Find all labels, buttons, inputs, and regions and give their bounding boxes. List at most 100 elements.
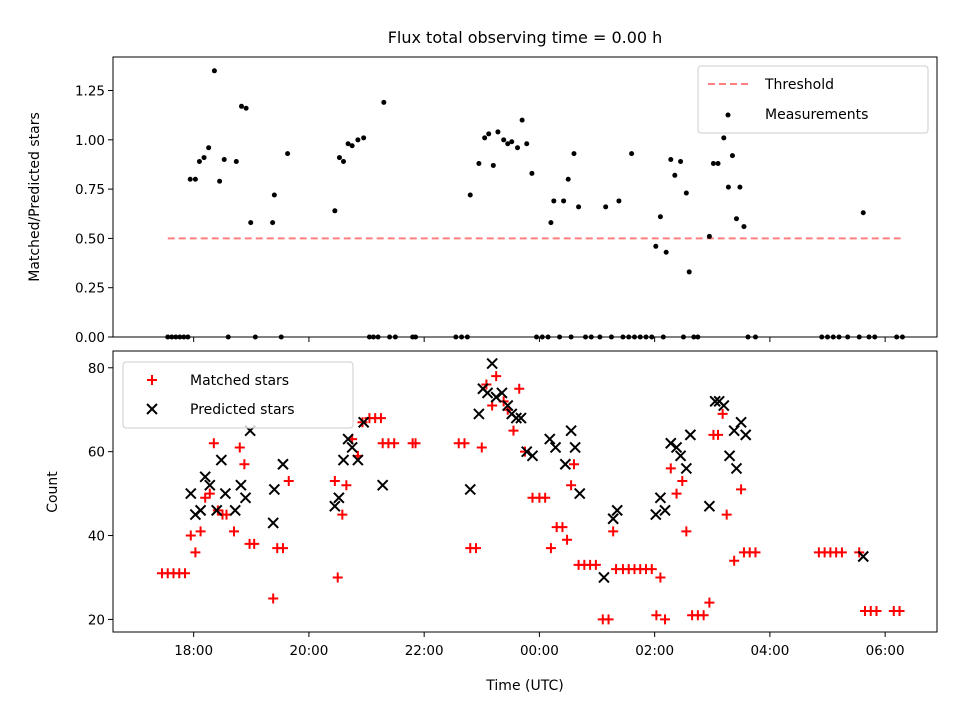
x-tick-label: 02:00 bbox=[635, 643, 674, 659]
measurement-point bbox=[653, 243, 659, 249]
predicted-star-point bbox=[194, 504, 207, 517]
matched-star-point bbox=[681, 526, 692, 537]
measurement-point bbox=[211, 68, 217, 74]
measurement-point bbox=[271, 192, 277, 198]
matched-star-point bbox=[646, 564, 657, 575]
y-tick-label: 0.50 bbox=[75, 231, 105, 247]
bottom-chart: 20 40 60 80 18:00 20:00 22:00 00:00 02:00 04:00 0… bbox=[45, 350, 938, 694]
predicted-star-point bbox=[674, 450, 687, 462]
matched-star-point bbox=[234, 442, 245, 453]
predicted-star-point bbox=[659, 504, 671, 517]
matched-star-point bbox=[540, 492, 551, 503]
measurement-point bbox=[285, 151, 291, 157]
predicted-star-point bbox=[473, 408, 485, 420]
measurement-point bbox=[672, 172, 678, 178]
matched-star-point bbox=[389, 438, 400, 449]
matched-star-point bbox=[410, 438, 421, 449]
measurement-point bbox=[361, 135, 367, 141]
predicted-star-point bbox=[329, 500, 341, 512]
matched-star-point bbox=[185, 530, 196, 541]
predicted-star-point bbox=[346, 441, 358, 454]
measurement-point bbox=[561, 198, 567, 204]
measurement-point bbox=[501, 137, 507, 143]
predicted-star-point bbox=[565, 424, 577, 437]
legend-matched-swatch bbox=[147, 375, 157, 385]
measurement-point bbox=[349, 143, 355, 149]
predicted-star-point bbox=[229, 504, 241, 517]
top-y-axis-label: Matched/Predicted stars bbox=[27, 112, 43, 282]
measurement-point bbox=[721, 135, 727, 141]
bottom-y-axis-label: Count bbox=[45, 471, 61, 513]
measurement-point bbox=[495, 129, 501, 135]
predicted-star-point bbox=[277, 458, 289, 470]
measurement-point bbox=[725, 184, 731, 190]
measurement-point bbox=[196, 159, 202, 165]
measurement-point bbox=[355, 137, 361, 143]
top-y-axis: 0.00 0.25 0.50 0.75 1.00 1.25 bbox=[75, 84, 113, 346]
predicted-star-point bbox=[544, 433, 556, 445]
measurement-point bbox=[576, 204, 582, 210]
predicted-star-point bbox=[670, 441, 683, 454]
matched-star-point bbox=[603, 614, 614, 625]
top-legend: Threshold Measurements bbox=[697, 65, 929, 134]
measurement-point bbox=[616, 198, 622, 204]
predicted-star-point bbox=[185, 487, 197, 500]
measurement-point bbox=[233, 159, 239, 165]
matched-star-point bbox=[557, 522, 568, 533]
predicted-star-point bbox=[337, 454, 350, 466]
predicted-star-point bbox=[515, 412, 527, 424]
predicted-star-point bbox=[267, 517, 279, 529]
predicted-star-point bbox=[680, 462, 693, 475]
measurement-point bbox=[505, 141, 511, 147]
measurement-point bbox=[482, 135, 488, 141]
predicted-star-point bbox=[730, 462, 743, 475]
measurement-point bbox=[187, 176, 193, 182]
predicted-star-point bbox=[607, 513, 619, 525]
x-tick-label: 22:00 bbox=[405, 643, 444, 659]
top-legend-box bbox=[697, 65, 929, 134]
legend-predicted-swatch bbox=[146, 403, 158, 415]
predicted-star-point bbox=[510, 412, 523, 424]
measurement-point bbox=[657, 214, 663, 220]
matched-star-point bbox=[341, 480, 352, 491]
predicted-star-point bbox=[654, 492, 667, 504]
measurement-point bbox=[509, 139, 515, 145]
y-tick-label: 1.00 bbox=[75, 133, 105, 149]
matched-star-point bbox=[208, 438, 219, 449]
measurement-point bbox=[683, 190, 689, 196]
matched-star-point bbox=[229, 526, 240, 537]
y-tick-label: 0.25 bbox=[75, 281, 105, 297]
matched-star-point bbox=[268, 593, 279, 604]
measurement-point bbox=[515, 145, 521, 151]
predicted-star-point bbox=[526, 450, 539, 462]
measurement-point bbox=[340, 159, 346, 165]
matched-star-point bbox=[329, 476, 340, 487]
predicted-star-point bbox=[486, 357, 498, 370]
x-tick-label: 20:00 bbox=[289, 643, 328, 659]
y-tick-label: 40 bbox=[88, 529, 105, 545]
measurement-point bbox=[529, 170, 535, 176]
matched-star-point bbox=[736, 484, 747, 495]
matched-star-point bbox=[277, 543, 288, 554]
matched-star-point bbox=[332, 572, 343, 583]
bottom-plot-frame bbox=[112, 350, 938, 633]
measurement-point bbox=[733, 216, 739, 222]
predicted-star-point bbox=[665, 437, 677, 449]
y-tick-label: 80 bbox=[88, 361, 105, 377]
measurement-point bbox=[668, 157, 674, 163]
measurement-point bbox=[629, 151, 635, 157]
measurement-point bbox=[217, 178, 223, 184]
predicted-star-point bbox=[219, 487, 232, 500]
matched-star-point bbox=[545, 543, 556, 554]
predicted-star-point bbox=[598, 571, 610, 584]
measurement-point bbox=[729, 153, 735, 159]
predicted-star-point bbox=[559, 458, 572, 470]
measurement-point bbox=[490, 162, 496, 168]
top-chart: 0.00 0.25 0.50 0.75 1.00 1.25 Matched/Predict… bbox=[27, 56, 938, 346]
predicted-star-point bbox=[215, 454, 228, 466]
predicted-star-point bbox=[239, 492, 252, 504]
measurement-point bbox=[486, 131, 492, 137]
matched-star-point bbox=[375, 413, 386, 424]
matched-star-point bbox=[704, 597, 715, 608]
measurement-point bbox=[737, 184, 743, 190]
